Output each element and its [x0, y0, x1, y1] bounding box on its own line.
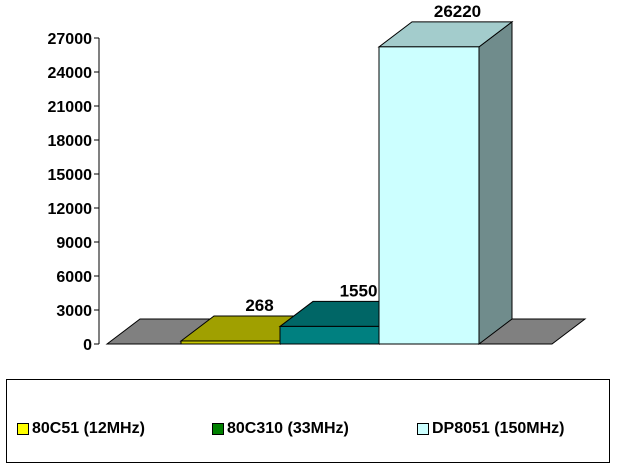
bar-side — [478, 20, 513, 346]
y-tick-label: 21000 — [48, 99, 93, 116]
legend-item-80c310: 80C310 (33MHz) — [212, 420, 349, 438]
legend-label-80c310: 80C310 (33MHz) — [227, 420, 349, 437]
legend-item-80c51: 80C51 (12MHz) — [17, 420, 145, 438]
bar-front — [378, 46, 480, 345]
bar-2 — [377, 20, 514, 346]
y-tick-label: 27000 — [48, 31, 93, 48]
legend: 80C51 (12MHz) 80C310 (33MHz) DP8051 (150… — [6, 379, 610, 463]
bar-front — [180, 340, 282, 345]
y-tick-label: 0 — [83, 337, 92, 354]
y-tick-label: 6000 — [56, 269, 92, 286]
data-label: 268 — [245, 296, 273, 315]
y-axis-ticks: 0 3000 6000 9000 12000 15000 18000 21000 24000 27… — [48, 31, 99, 354]
legend-label-dp8051: DP8051 (150MHz) — [432, 420, 565, 437]
bar-front — [279, 325, 381, 345]
legend-label-80c51: 80C51 (12MHz) — [32, 420, 145, 437]
data-label: 26220 — [434, 2, 481, 21]
legend-swatch-dp8051 — [417, 423, 429, 435]
legend-swatch-80c310 — [212, 423, 224, 435]
y-tick-label: 9000 — [56, 235, 92, 252]
bars-group — [179, 20, 514, 346]
y-tick-label: 12000 — [48, 201, 93, 218]
y-tick-label: 3000 — [56, 303, 92, 320]
y-tick-label: 18000 — [48, 133, 93, 150]
y-tick-label: 15000 — [48, 167, 93, 184]
bar-chart: 0 3000 6000 9000 12000 15000 18000 21000 24000 27… — [48, 2, 587, 354]
legend-swatch-80c51 — [17, 423, 29, 435]
y-tick-label: 24000 — [48, 65, 93, 82]
legend-item-dp8051: DP8051 (150MHz) — [417, 420, 565, 438]
data-label: 1550 — [340, 281, 378, 300]
data-labels: 268 1550 26220 — [245, 2, 481, 315]
